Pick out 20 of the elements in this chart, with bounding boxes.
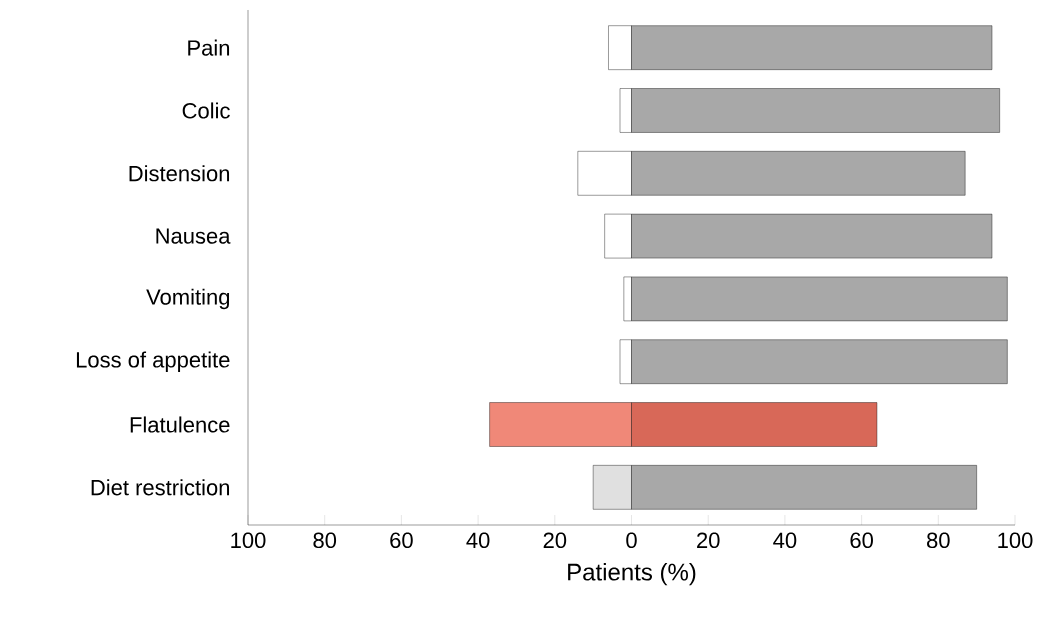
x-tick-label: 100 (998, 532, 1033, 549)
x-tick-label: 60 (390, 532, 413, 549)
y-tick-label: Loss of appetite (76, 351, 230, 372)
y-tick-label: Nausea (156, 228, 231, 244)
x-tick-label: 40 (466, 532, 490, 549)
y-tick-label: Vomiting (146, 288, 230, 310)
x-tick-label: 40 (773, 532, 797, 549)
y-tick-label: Diet restriction (91, 479, 230, 496)
x-tick-label: 80 (927, 532, 950, 549)
y-tick-label: Flatulence (130, 416, 230, 433)
x-tick-label: 80 (313, 532, 337, 549)
x-tick-label: 0 (626, 532, 637, 549)
x-axis-title: Patients (%) (568, 562, 696, 586)
x-tick-label: 20 (697, 532, 720, 549)
x-tick-label: 60 (850, 532, 873, 549)
y-tick-label: Distension (129, 165, 230, 182)
y-tick-label: Pain (188, 39, 230, 56)
x-tick-label: 100 (231, 532, 266, 549)
x-tick-label: 20 (543, 532, 567, 549)
y-tick-label: Colic (182, 102, 230, 119)
